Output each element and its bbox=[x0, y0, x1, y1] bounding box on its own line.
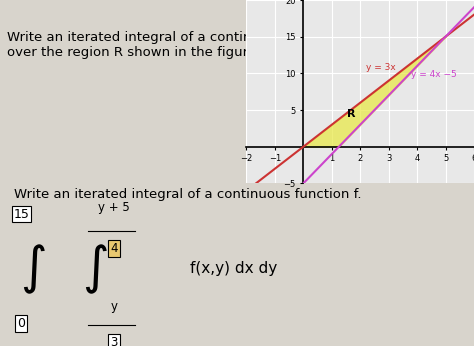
Text: y = 4x −5: y = 4x −5 bbox=[411, 70, 457, 79]
Text: y + 5: y + 5 bbox=[98, 201, 129, 214]
Text: 15: 15 bbox=[13, 208, 29, 221]
Text: Write an iterated integral of a continuous function f.: Write an iterated integral of a continuo… bbox=[14, 189, 362, 201]
Text: 4: 4 bbox=[110, 242, 118, 255]
Text: R: R bbox=[347, 109, 356, 119]
Text: Write an iterated integral of a continuous function f
over the region R shown in: Write an iterated integral of a continuo… bbox=[8, 31, 352, 59]
Text: 0: 0 bbox=[18, 317, 25, 330]
Text: f(x,y) dx dy: f(x,y) dx dy bbox=[190, 262, 277, 276]
Text: 3: 3 bbox=[110, 336, 118, 346]
Text: y = 3x: y = 3x bbox=[366, 63, 396, 72]
Text: $\int$: $\int$ bbox=[82, 242, 108, 296]
Text: y: y bbox=[110, 300, 117, 313]
Text: $\int$: $\int$ bbox=[20, 242, 46, 296]
